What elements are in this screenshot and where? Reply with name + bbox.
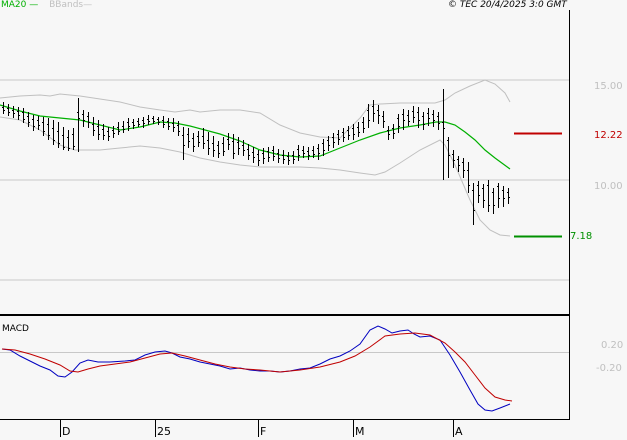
support-label: 7.18 xyxy=(570,231,593,242)
macd-series xyxy=(1,325,513,412)
legend-ma20: MA20 — xyxy=(1,0,39,10)
price-label-10: 10.00 xyxy=(594,181,623,192)
x-label-mar: M xyxy=(355,425,365,438)
bbands-upper-line xyxy=(0,79,511,139)
macd-label-pos: 0.20 xyxy=(601,340,624,351)
resistance-label: 12.22 xyxy=(594,130,623,141)
price-gridlines xyxy=(0,79,569,281)
legend-bbands: BBands— xyxy=(49,0,93,10)
x-axis-ticks xyxy=(60,420,454,437)
macd-label-neg: -0.20 xyxy=(596,363,622,374)
price-bars xyxy=(2,89,510,225)
copyright-timestamp: © TEC 20/4/2025 3:0 GMT xyxy=(448,0,567,10)
x-label-2025: 25 xyxy=(157,425,171,438)
price-label-15: 15.00 xyxy=(594,81,623,92)
x-label-dec: D xyxy=(62,425,71,438)
bbands-lower-line xyxy=(0,116,511,237)
ma20-line xyxy=(0,104,511,170)
chart-legend: MA20 — BBands— xyxy=(1,0,92,11)
x-label-apr: A xyxy=(455,425,463,438)
price-levels xyxy=(514,132,562,238)
macd-title: MACD xyxy=(2,324,29,334)
x-label-feb: F xyxy=(260,425,267,438)
